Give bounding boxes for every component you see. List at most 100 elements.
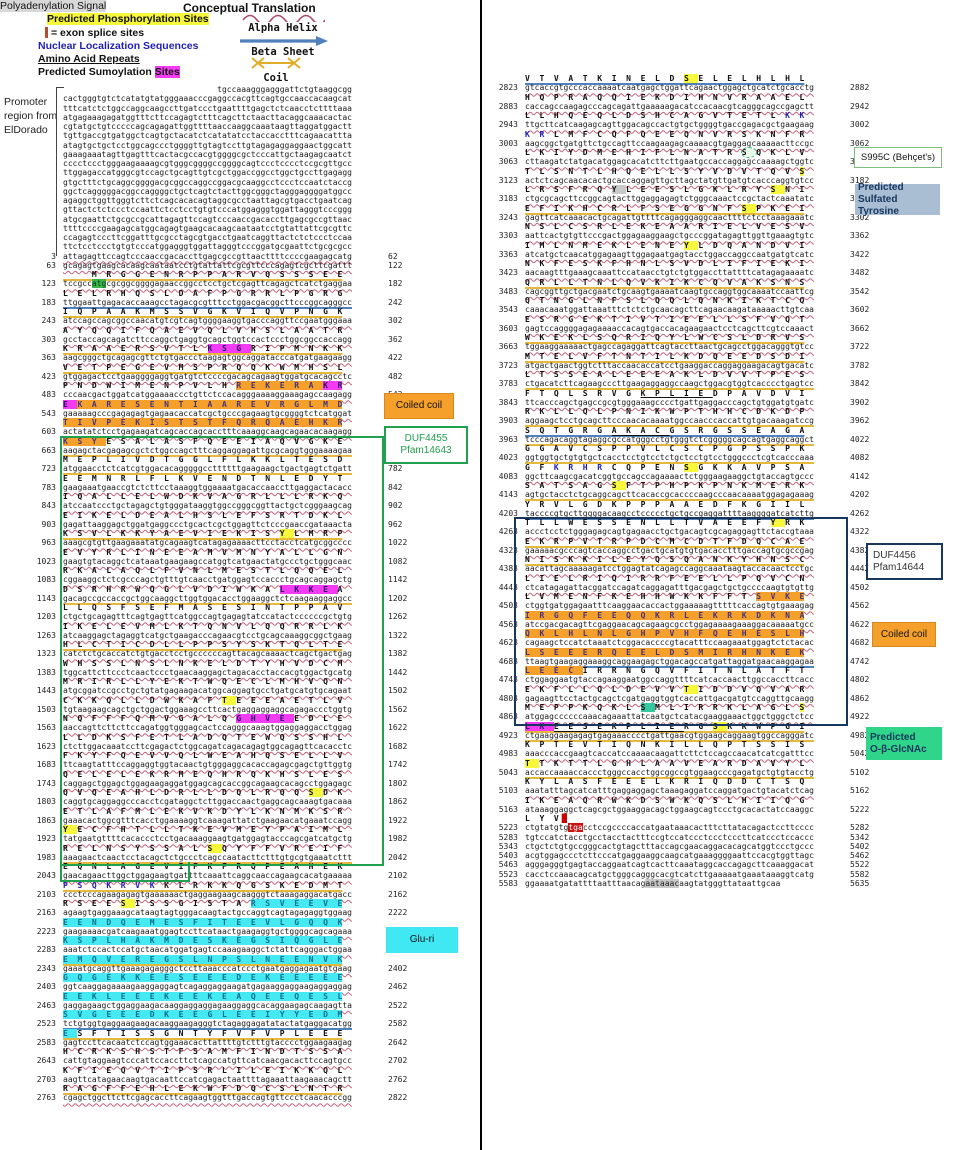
position-number-left: 3843 [498, 397, 518, 407]
position-number-right [381, 233, 388, 242]
dna-row: 5163 ataaaggaggctcagcgctggaaggacagctggaag… [488, 805, 928, 814]
sequence-text: G Q G E K K E E S E E E D E K E E E E E [63, 973, 343, 982]
position-number-left: 1743 [36, 778, 56, 788]
sequence-text: cccaacgactggatcatggaaaaccctgttctccacaggg… [63, 390, 352, 400]
position-number-left [488, 777, 525, 786]
position-number-right [381, 381, 388, 390]
position-number-right: 5342 [850, 832, 870, 842]
sequence-text: R K L L Q L P N I K W P T H H C D K D P [525, 407, 805, 416]
position-number-right: 1142 [388, 575, 408, 585]
position-number-right: 422 [388, 353, 403, 363]
column-divider [480, 0, 482, 1150]
sequence-text: E E K L E E E K E E K E A Q E E Q E S L [63, 991, 343, 1001]
position-number-left [18, 677, 63, 686]
position-number-left [488, 167, 525, 176]
position-number-left [488, 537, 525, 546]
position-number-right [381, 289, 388, 298]
position-number-left: 1563 [36, 723, 56, 733]
position-number-left: 2043 [36, 871, 56, 881]
aa-row: E T L A F M L E K V K D Y L K N M K S R [18, 807, 458, 816]
sequence-text: R K A L A Q L F V N L M E S T L Q Q E L [63, 566, 343, 575]
position-number-right [381, 122, 388, 131]
position-number-left [18, 733, 63, 742]
position-number-right: 1982 [388, 834, 408, 844]
position-number-left: 5283 [498, 832, 518, 842]
position-number-right: 5042 [850, 749, 870, 759]
position-number-left: 1443 [36, 686, 56, 696]
sequence-text: M T E L V F T N T I L K D Q E E D S D I [525, 351, 805, 361]
position-number-right [843, 500, 850, 509]
legend-beta-sheet: Beta Sheet [228, 36, 338, 58]
position-number-right [843, 407, 850, 416]
position-number-left: 3483 [498, 286, 518, 296]
aa-row: I Q P A A K M S S V G K V I Q V P N G K [18, 307, 458, 316]
legend-coil: Coil [236, 54, 316, 84]
sequence-text: E K R P V T R P D C M C D T F D Q C A E [525, 536, 805, 546]
position-number-right [381, 224, 388, 233]
sequence-text: gagttcatcaaacactgcagattgttttcagagggaggca… [525, 212, 814, 222]
position-number-right: 2582 [388, 1019, 408, 1029]
sequence-text: E F I K H C R L F S E G G N F S P K E I [525, 203, 805, 213]
position-number-right: 3962 [850, 416, 870, 426]
position-number-left: 1203 [36, 612, 56, 622]
beta-sheet-icon [240, 36, 328, 46]
position-number-left [488, 204, 525, 213]
aa-row: S Q T G R G A K A C G S R G S S E A G A [488, 426, 928, 435]
sequence-text: D S R H R W Q G L V D I W K A L K K E A [63, 584, 343, 594]
aa-row: M R G G E N R P P A R V Q S S S E E [18, 270, 458, 279]
position-number-left [488, 93, 525, 102]
sequence-text: aaatatttagcatcatttgaggaggagctaaagaggatcc… [525, 786, 814, 796]
position-number-right: 4262 [850, 508, 870, 518]
position-number-right [381, 363, 388, 372]
position-number-left [18, 640, 63, 649]
sequence-text: ggtcaaggagaaaagaaggaggagtcagaggaggaagatg… [63, 982, 352, 992]
position-number-right: 2702 [388, 1056, 408, 1066]
position-number-right [381, 511, 388, 520]
dna-row: 1803 caggtgcaggaggcccacctcgataggctcttggac… [18, 797, 458, 806]
dna-row: 1863 gaaacactggcgtttcacctggaaaaggtcaaagat… [18, 816, 458, 825]
dna-row: 3783 ctgacatcttcagaagcccttgaagaggaggccaag… [488, 379, 928, 388]
position-number-left [18, 973, 63, 982]
dna-row: 5523 cacctccaaacagcatgctgggcagggcacgtcatc… [488, 870, 928, 879]
position-number-right [843, 648, 850, 657]
sequence-text: ttttccccgaagagcatggcagagtgaagcacaagcaata… [63, 223, 352, 233]
position-number-left: 2703 [36, 1074, 56, 1084]
position-number-left [18, 141, 63, 150]
position-number-left: 783 [41, 482, 56, 492]
position-number-right: 1742 [388, 760, 408, 770]
sequence-text: gcagagtgaagcacaagcaataatcctgtattattcgcgt… [63, 260, 352, 270]
promoter-row: ggctcagggggacggccaggggctgctcagtctacttggc… [18, 187, 458, 196]
sequence-text: M R I R L L Y E K T W Q E C L M H V Q N [63, 677, 343, 686]
position-number-left: 843 [41, 501, 56, 511]
sequence-text: actatatctcctgagaagatcagcaccagcacctttcaaa… [63, 427, 352, 437]
aa-row: A Y Q Q I F Q A E V Q L V H S L A A T R [18, 326, 458, 335]
position-number-right [381, 622, 388, 631]
dna-row: 5583 ggaaaatgatattttaatttaacagaataaacaagt… [488, 878, 928, 888]
position-number-right [843, 722, 850, 731]
promoter-row: atgcgaattctgcgccgcattagagttccagtcccaaccg… [18, 215, 458, 224]
aa-row: I R G Q F E E Q Q K R L E K R K D K N A [488, 610, 928, 620]
sequence-text: atccagccagcggccaacatgtcgtcagtggggaaggtga… [63, 316, 352, 326]
position-number-left: 3423 [498, 268, 518, 278]
position-number-left: 123 [41, 279, 56, 289]
position-number-left: 1863 [36, 815, 56, 825]
position-number-right [843, 130, 850, 139]
position-number-right [843, 463, 850, 472]
position-number-right [381, 696, 388, 705]
position-number-left: 2343 [36, 963, 56, 973]
position-number-right: 5522 [850, 860, 870, 870]
position-number-right [843, 444, 850, 453]
position-number-left [18, 825, 63, 834]
position-number-right: 5635 [850, 878, 870, 888]
position-number-left: 4803 [498, 693, 518, 703]
sequence-text: Q T N G L N F S L Q Q L Q N K I K T C Q [525, 296, 805, 305]
position-number-left: 3063 [498, 157, 518, 167]
position-number-left [18, 862, 63, 871]
sequence-text: gaaaaacgcccagtcaccaggcctgactgcatgtgtgaca… [525, 545, 814, 555]
position-number-left: 2283 [36, 945, 56, 955]
sequence-text: accctcctctgggagagcagtgagaacctgctgacagtcg… [525, 527, 814, 537]
position-number-right [843, 370, 850, 379]
position-number-left: 5103 [498, 786, 518, 796]
promoter-row: gaaagaaatagttgagtttcactacgccacgtggggcgct… [18, 150, 458, 159]
position-number-left [488, 722, 525, 731]
